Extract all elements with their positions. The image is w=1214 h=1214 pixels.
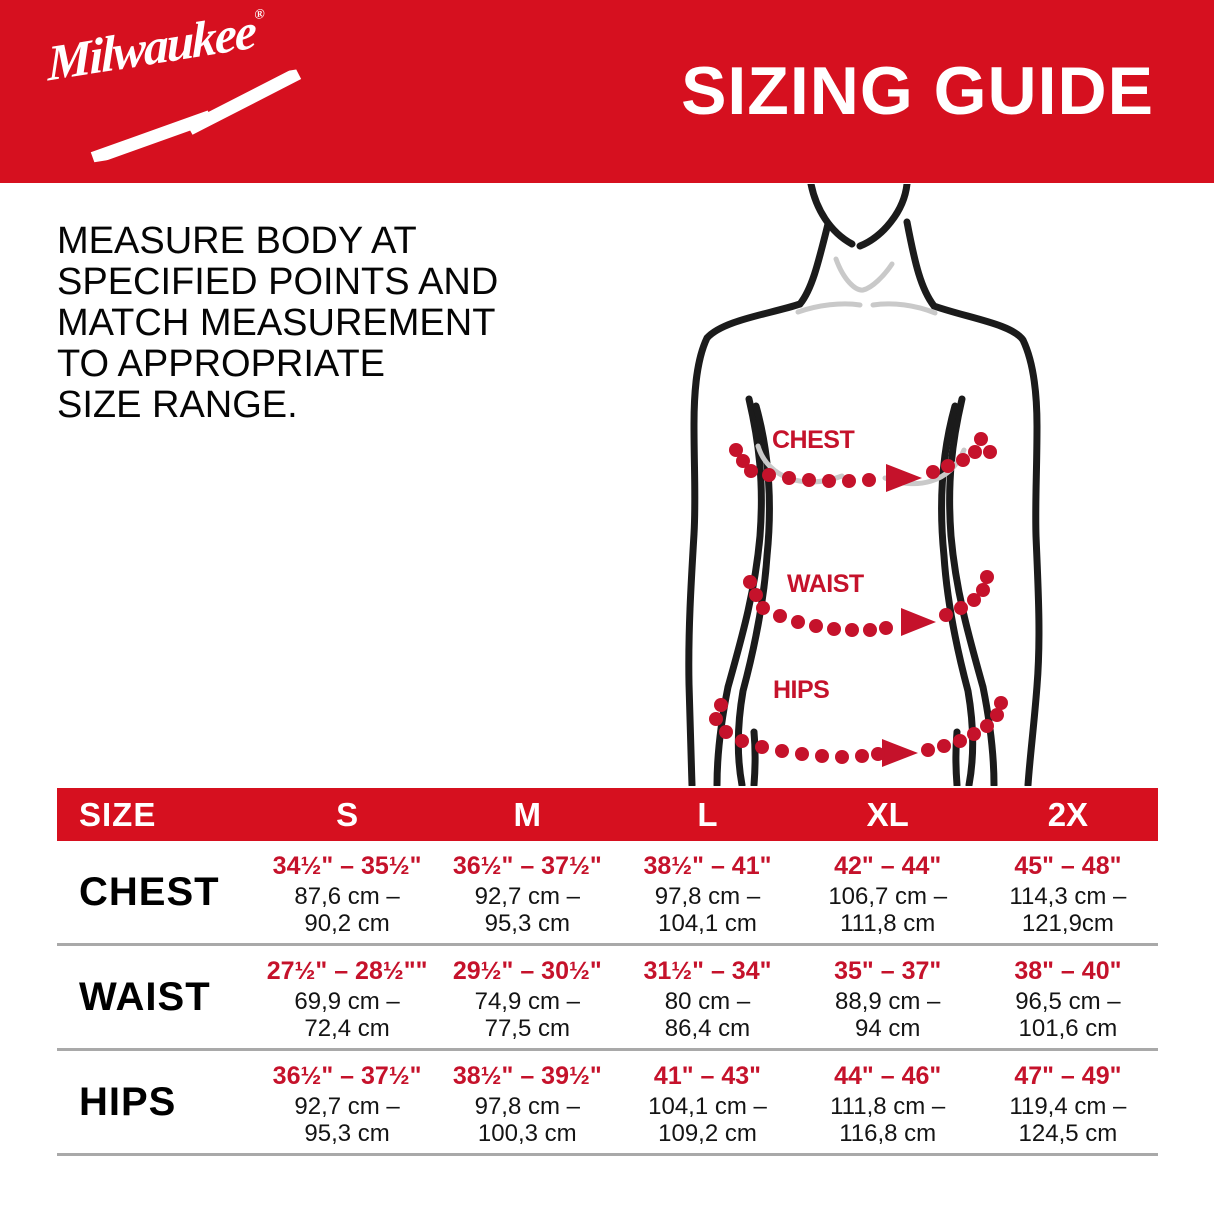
inches-range: 36½" – 37½" [272,1062,422,1090]
size-cell: 27½" – 28½"" 69,9 cm – 72,4 cm [257,946,437,1048]
header-size-label: SIZE [79,795,157,833]
size-cell: 45" – 48" 114,3 cm – 121,9cm [978,841,1158,943]
cm-range-line1: 106,7 cm – [828,883,948,910]
cm-range-line1: 69,9 cm – [294,988,400,1015]
size-table-body: CHEST 34½" – 35½" 87,6 cm – 90,2 cm 36½"… [57,841,1158,1156]
cm-range-line1: 80 cm – [664,988,751,1015]
waist-measure-line [743,570,994,637]
row-label: HIPS [79,1079,177,1124]
table-row: WAIST 27½" – 28½"" 69,9 cm – 72,4 cm 29½… [57,946,1158,1051]
inches-range: 36½" – 37½" [452,852,602,880]
brand-banner: Milwaukee® SIZING GUIDE [0,0,1214,183]
cm-range-line2: 94 cm [855,1015,921,1042]
page-title: SIZING GUIDE [681,53,1154,129]
cm-range-line1: 114,3 cm – [1009,883,1127,910]
size-cell: 38" – 40" 96,5 cm – 101,6 cm [978,946,1158,1048]
inches-range: 29½" – 30½" [452,957,602,985]
chest-measure-line [729,432,997,492]
cm-range-line1: 119,4 cm – [1009,1093,1127,1120]
chest-label: CHEST [772,426,854,454]
inches-range: 38" – 40" [1014,957,1122,985]
size-cell: 44" – 46" 111,8 cm – 116,8 cm [798,1051,978,1153]
size-cell: 35" – 37" 88,9 cm – 94 cm [798,946,978,1048]
lightning-bolt-icon [90,67,302,165]
cm-range-line2: 116,8 cm [839,1120,937,1147]
waist-label: WAIST [787,570,864,598]
header-col-xl: XL [866,795,909,833]
size-table: SIZE S M L XL 2X CHEST 34½" – 35½" 87,6 … [57,788,1158,1156]
cm-range-line2: 100,3 cm [477,1120,577,1147]
size-cell: 36½" – 37½" 92,7 cm – 95,3 cm [257,1051,437,1153]
inches-range: 38½" – 39½" [452,1062,602,1090]
cm-range-line2: 95,3 cm [304,1120,390,1147]
size-cell: 41" – 43" 104,1 cm – 109,2 cm [617,1051,797,1153]
cm-range-line1: 97,8 cm – [654,883,761,910]
inches-range: 41" – 43" [653,1062,762,1090]
cm-range-line1: 92,7 cm – [294,1093,400,1120]
cm-range-line1: 104,1 cm – [648,1093,767,1120]
cm-range-line2: 121,9cm [1021,910,1114,937]
cm-range-line2: 72,4 cm [304,1015,390,1042]
cm-range-line2: 95,3 cm [484,910,570,937]
row-label: WAIST [79,974,211,1019]
header-col-l: L [697,795,718,833]
cm-range-line2: 90,2 cm [304,910,390,937]
cm-range-line2: 77,5 cm [484,1015,570,1042]
hips-label: HIPS [773,676,829,704]
size-table-header: SIZE S M L XL 2X [57,788,1158,841]
size-cell: 42" – 44" 106,7 cm – 111,8 cm [798,841,978,943]
inches-range: 45" – 48" [1014,852,1122,880]
inches-range: 27½" – 28½"" [266,957,428,985]
size-cell: 47" – 49" 119,4 cm – 124,5 cm [978,1051,1158,1153]
header-col-2x: 2X [1047,795,1089,833]
row-label: CHEST [79,869,220,914]
header-col-m: M [513,795,542,833]
size-cell: 31½" – 34" 80 cm – 86,4 cm [617,946,797,1048]
cm-range-line2: 111,8 cm [840,910,936,937]
header-col-s: S [336,795,359,833]
hips-measure-line [709,696,1008,767]
table-row: CHEST 34½" – 35½" 87,6 cm – 90,2 cm 36½"… [57,841,1158,946]
cm-range-line1: 111,8 cm – [830,1093,946,1120]
cm-range-line1: 92,7 cm – [474,883,580,910]
inches-range: 38½" – 41" [643,852,772,880]
cm-range-line1: 97,8 cm – [474,1093,580,1120]
cm-range-line2: 86,4 cm [664,1015,751,1042]
inches-range: 35" – 37" [834,957,942,985]
size-cell: 38½" – 41" 97,8 cm – 104,1 cm [617,841,797,943]
size-cell: 36½" – 37½" 92,7 cm – 95,3 cm [437,841,617,943]
size-cell: 29½" – 30½" 74,9 cm – 77,5 cm [437,946,617,1048]
inches-range: 34½" – 35½" [272,852,422,880]
cm-range-line2: 124,5 cm [1018,1120,1118,1147]
inches-range: 42" – 44" [834,852,942,880]
inches-range: 31½" – 34" [643,957,772,985]
body-figure: CHEST WAIST HIPS [685,184,1043,786]
cm-range-line2: 104,1 cm [658,910,757,937]
inches-range: 47" – 49" [1014,1062,1122,1090]
cm-range-line1: 96,5 cm – [1015,988,1121,1015]
milwaukee-logo: Milwaukee® [43,0,308,165]
registered-mark: ® [254,6,263,24]
cm-range-line1: 74,9 cm – [474,988,580,1015]
cm-range-line2: 101,6 cm [1018,1015,1118,1042]
cm-range-line2: 109,2 cm [658,1120,757,1147]
size-cell: 38½" – 39½" 97,8 cm – 100,3 cm [437,1051,617,1153]
cm-range-line1: 88,9 cm – [835,988,941,1015]
cm-range-line1: 87,6 cm – [294,883,400,910]
inches-range: 44" – 46" [834,1062,942,1090]
size-cell: 34½" – 35½" 87,6 cm – 90,2 cm [257,841,437,943]
table-row: HIPS 36½" – 37½" 92,7 cm – 95,3 cm 38½" … [57,1051,1158,1156]
intro-text: MEASURE BODY AT SPECIFIED POINTS AND MAT… [57,220,499,426]
